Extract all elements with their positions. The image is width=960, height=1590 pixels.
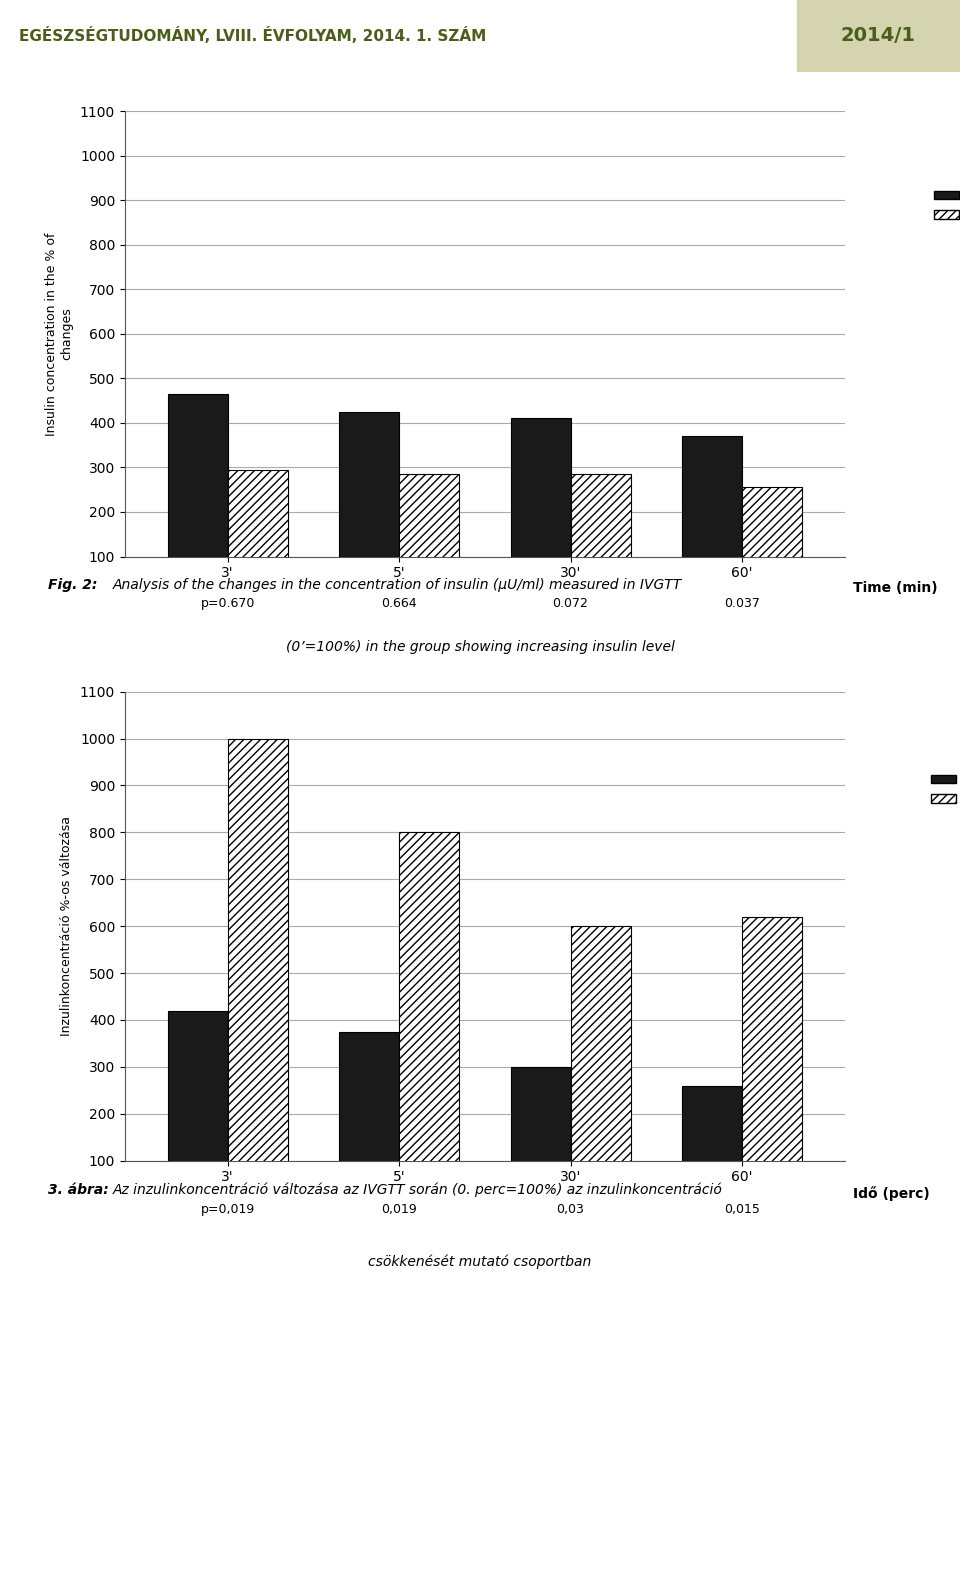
Bar xyxy=(511,418,570,601)
Text: 0,03: 0,03 xyxy=(557,1204,585,1216)
Bar xyxy=(399,474,459,601)
Text: 0.037: 0.037 xyxy=(724,596,760,609)
Text: csökkenését mutató csoportban: csökkenését mutató csoportban xyxy=(369,1255,591,1269)
Y-axis label: Insulin concentration in the % of
changes: Insulin concentration in the % of change… xyxy=(45,232,73,436)
Text: Fig. 2:: Fig. 2: xyxy=(48,577,97,591)
Bar xyxy=(168,394,228,601)
Bar xyxy=(339,412,399,601)
Legend: Day 0, Day 90: Day 0, Day 90 xyxy=(929,184,960,227)
Text: Idő (perc): Idő (perc) xyxy=(853,1186,930,1202)
Bar xyxy=(228,469,288,601)
Bar xyxy=(742,488,802,601)
Legend: 0. nap, 90. nap: 0. nap, 90. nap xyxy=(926,768,960,811)
Bar xyxy=(682,1086,742,1208)
Text: p=0,019: p=0,019 xyxy=(201,1204,254,1216)
Bar xyxy=(570,925,631,1208)
Bar xyxy=(797,0,960,72)
Bar xyxy=(339,1032,399,1208)
Text: EGÉSZSÉGTUDOMÁNY, LVIII. ÉVFOLYAM, 2014. 1. SZÁM: EGÉSZSÉGTUDOMÁNY, LVIII. ÉVFOLYAM, 2014.… xyxy=(19,27,487,45)
Bar xyxy=(682,436,742,601)
Bar xyxy=(511,1067,570,1208)
Text: (0’=100%) in the group showing increasing insulin level: (0’=100%) in the group showing increasin… xyxy=(285,639,675,653)
Text: Az inzulinkoncentráció változása az IVGTT során (0. perc=100%) az inzulinkoncent: Az inzulinkoncentráció változása az IVGT… xyxy=(113,1183,723,1197)
Text: 0.664: 0.664 xyxy=(381,596,417,609)
Text: p=0.670: p=0.670 xyxy=(201,596,254,609)
Text: Time (min): Time (min) xyxy=(853,580,938,595)
Bar xyxy=(228,738,288,1208)
Text: Analysis of the changes in the concentration of insulin (μU/ml) measured in IVGT: Analysis of the changes in the concentra… xyxy=(113,577,682,591)
Bar xyxy=(399,833,459,1208)
Bar xyxy=(168,1011,228,1208)
Text: 0,015: 0,015 xyxy=(724,1204,760,1216)
Text: 3. ábra:: 3. ábra: xyxy=(48,1183,108,1197)
Bar xyxy=(742,917,802,1208)
Bar xyxy=(570,474,631,601)
Text: 2014/1: 2014/1 xyxy=(841,27,916,45)
Y-axis label: Inzulinkoncentráció %-os változása: Inzulinkoncentráció %-os változása xyxy=(60,816,73,1037)
Text: 0,019: 0,019 xyxy=(381,1204,417,1216)
Text: 0.072: 0.072 xyxy=(553,596,588,609)
